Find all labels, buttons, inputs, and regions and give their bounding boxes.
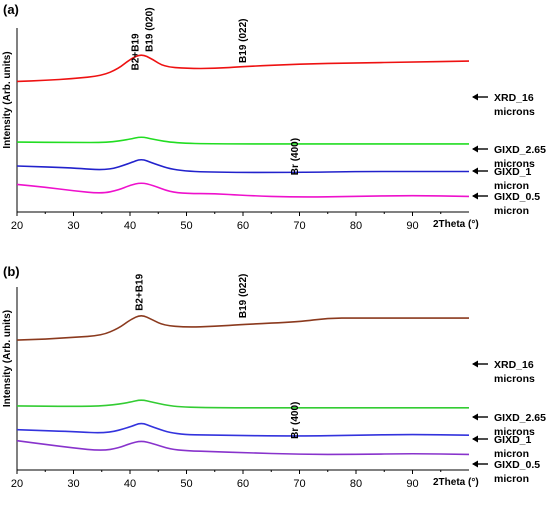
arrow-head-icon [472, 167, 478, 175]
series-label-line2: microns [494, 158, 535, 170]
x-tick-label: 90 [406, 220, 418, 232]
peak-annotation: B2+B19 [130, 33, 141, 70]
peak-annotation: B2+B19 [134, 273, 145, 310]
arrow-head-icon [472, 192, 478, 200]
peak-annotation: B19 (022) [238, 18, 249, 62]
x-tick-label: 20 [11, 220, 23, 232]
x-tick-label: 70 [293, 220, 305, 232]
x-tick-label: 70 [293, 478, 305, 490]
series-label: GIXD_0.5 [494, 459, 540, 471]
x-tick-label: 40 [124, 478, 136, 490]
x-tick-label: 30 [67, 220, 79, 232]
series-label: XRD_16 [494, 92, 534, 104]
peak-annotation: Br (400) [290, 402, 301, 439]
panel-b: (b) 20 30 40 50 60 70 80 90 2Theta (°) Intensity (… [2, 264, 546, 490]
series-label: GIXD_1 [494, 434, 532, 446]
arrow-head-icon [472, 460, 478, 468]
x-tick-label: 80 [350, 220, 362, 232]
series-line [16, 158, 469, 174]
y-axis-title: Intensity (Arb. units) [2, 51, 13, 148]
arrow-head-icon [472, 413, 478, 421]
series-label-line2: microns [494, 106, 535, 118]
arrow-head-icon [472, 93, 478, 101]
arrow-head-icon [472, 145, 478, 153]
peak-annotation: B19 (022) [238, 274, 249, 318]
y-axis-title: Intensity (Arb. units) [2, 310, 13, 407]
x-tick-label: 60 [237, 478, 249, 490]
x-tick-label: 80 [350, 478, 362, 490]
x-tick-label: 60 [237, 220, 249, 232]
series-label-line2: micron [494, 180, 529, 192]
x-axis-title: 2Theta (°) [433, 219, 479, 230]
series-line [16, 399, 469, 409]
arrow-head-icon [472, 360, 478, 368]
peak-annotation: B19 (020) [145, 7, 156, 51]
x-tick-label: 50 [180, 220, 192, 232]
series-label-line2: micron [494, 448, 529, 460]
panel-label: (a) [3, 2, 19, 17]
series-label: GIXD_0.5 [494, 191, 540, 203]
arrow-head-icon [472, 435, 478, 443]
series-line [16, 182, 470, 198]
series-label-line2: microns [494, 373, 535, 385]
peak-annotation: Br (400) [290, 138, 301, 175]
series-label: GIXD_1 [494, 166, 532, 178]
series-label: GIXD_2.65 [494, 144, 546, 156]
x-tick-label: 50 [180, 478, 192, 490]
series-label: XRD_16 [494, 359, 534, 371]
panel-a: (a) 20 30 40 50 60 70 80 90 2Theta (°) Intensity (… [2, 2, 546, 232]
series-line [16, 54, 470, 83]
x-tick-label: 40 [124, 220, 136, 232]
series-label-line2: microns [494, 426, 535, 438]
x-tick-label: 20 [11, 478, 23, 490]
x-tick-label: 30 [67, 478, 79, 490]
series-line [16, 422, 470, 437]
x-axis-title: 2Theta (°) [433, 477, 479, 488]
panel-label: (b) [3, 264, 20, 279]
series-line [16, 136, 469, 145]
series-line [16, 315, 469, 341]
series-label-line2: micron [494, 205, 529, 217]
series-line [16, 439, 470, 456]
series-label-line2: micron [494, 473, 529, 485]
series-label: GIXD_2.65 [494, 412, 546, 424]
x-tick-label: 90 [406, 478, 418, 490]
